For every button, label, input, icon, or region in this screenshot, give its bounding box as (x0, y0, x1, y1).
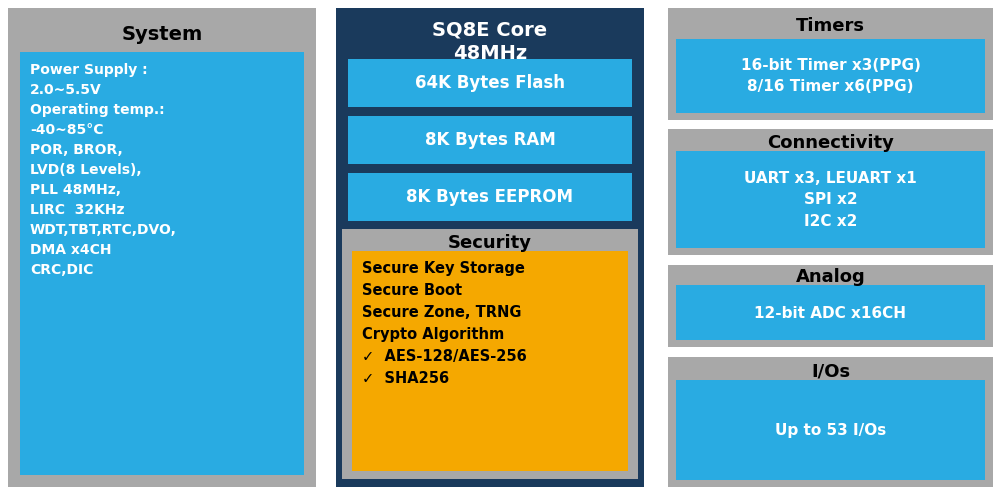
Bar (348, 173, 632, 221)
Bar (668, 265, 993, 347)
Text: 8K Bytes RAM: 8K Bytes RAM (424, 131, 556, 149)
Text: Secure Key Storage
Secure Boot
Secure Zone, TRNG
Crypto Algorithm
✓  AES-128/AES: Secure Key Storage Secure Boot Secure Zo… (362, 261, 527, 386)
Text: SQ8E Core
48MHz: SQ8E Core 48MHz (432, 21, 548, 63)
Bar (676, 151, 985, 248)
Bar (342, 229, 638, 479)
Bar (676, 39, 985, 113)
Text: Up to 53 I/Os: Up to 53 I/Os (775, 423, 886, 438)
Text: Analog: Analog (796, 268, 866, 286)
Bar (668, 357, 993, 487)
Bar (348, 116, 632, 164)
Text: Connectivity: Connectivity (767, 134, 894, 152)
Text: Timers: Timers (796, 17, 865, 35)
Bar (668, 8, 993, 120)
Text: System: System (121, 26, 202, 45)
Bar (676, 380, 985, 480)
Bar (348, 59, 632, 107)
Bar (352, 251, 628, 471)
Text: 16-bit Timer x3(PPG)
8/16 Timer x6(PPG): 16-bit Timer x3(PPG) 8/16 Timer x6(PPG) (741, 58, 921, 95)
Bar (8, 8, 316, 487)
Bar (668, 129, 993, 255)
Bar (336, 8, 644, 487)
Text: 64K Bytes Flash: 64K Bytes Flash (415, 74, 565, 92)
Text: I/Os: I/Os (811, 362, 850, 380)
Bar (676, 285, 985, 340)
Bar (20, 52, 304, 475)
Text: 12-bit ADC x16CH: 12-bit ADC x16CH (755, 305, 907, 320)
Text: 8K Bytes EEPROM: 8K Bytes EEPROM (406, 188, 574, 206)
Text: Power Supply :
2.0~5.5V
Operating temp.:
-40~85°C
POR, BROR,
LVD(8 Levels),
PLL : Power Supply : 2.0~5.5V Operating temp.:… (30, 63, 177, 278)
Text: Security: Security (448, 234, 532, 252)
Text: UART x3, LEUART x1
SPI x2
I2C x2: UART x3, LEUART x1 SPI x2 I2C x2 (744, 171, 917, 229)
